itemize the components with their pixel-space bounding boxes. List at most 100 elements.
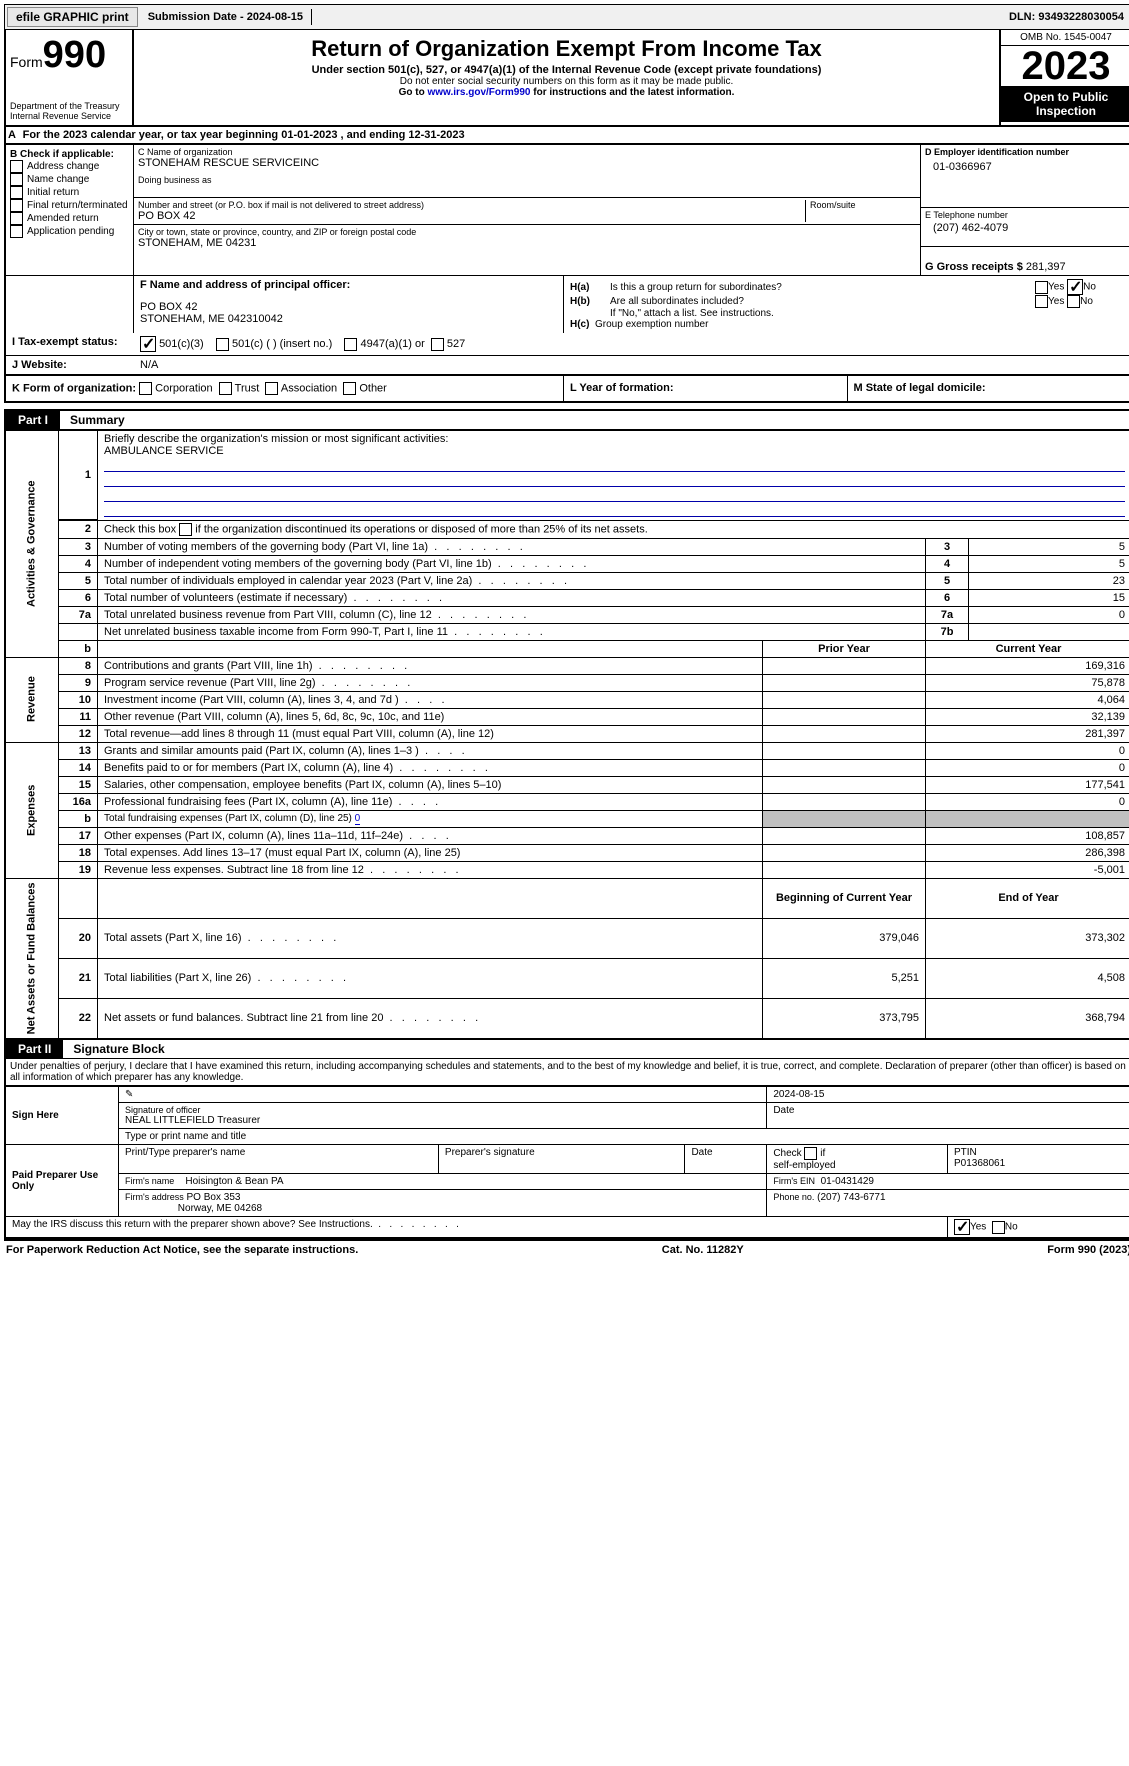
entity-block: B Check if applicable: Address change Na… xyxy=(4,145,1129,275)
cb-501c[interactable] xyxy=(216,338,229,351)
col-b: B Check if applicable: Address change Na… xyxy=(6,145,134,275)
irs-label: Internal Revenue Service xyxy=(10,111,128,121)
cb-self-employed[interactable] xyxy=(804,1147,817,1160)
cb-app-pending[interactable] xyxy=(10,225,23,238)
firm-ein-cell: Firm's EIN 01-0431429 xyxy=(767,1174,1129,1190)
subtitle-3: Go to www.irs.gov/Form990 for instructio… xyxy=(138,87,995,98)
vlabel-gov: Activities & Governance xyxy=(5,430,59,657)
footer-mid: Cat. No. 11282Y xyxy=(662,1244,744,1256)
a-text: For the 2023 calendar year, or tax year … xyxy=(23,129,465,141)
gov-row-7a: 7aTotal unrelated business revenue from … xyxy=(5,606,1129,623)
i-lbl: I Tax-exempt status: xyxy=(6,333,134,355)
title-cell: Return of Organization Exempt From Incom… xyxy=(134,30,1001,125)
cb-amended[interactable] xyxy=(10,212,23,225)
net-row-21: 21Total liabilities (Part X, line 26)5,2… xyxy=(5,958,1129,998)
subtitle-1: Under section 501(c), 527, or 4947(a)(1)… xyxy=(138,64,995,76)
cb-527[interactable] xyxy=(431,338,444,351)
net-row-20: 20Total assets (Part X, line 16)379,0463… xyxy=(5,918,1129,958)
lbl-address-change: Address change xyxy=(27,161,99,172)
i-opts: 501(c)(3) 501(c) ( ) (insert no.) 4947(a… xyxy=(134,333,1129,355)
part1-title: Summary xyxy=(60,411,135,429)
o-corp: Corporation xyxy=(155,382,212,394)
cb-name-change[interactable] xyxy=(10,173,23,186)
cb-final-return[interactable] xyxy=(10,199,23,212)
exp-row-15: 15Salaries, other compensation, employee… xyxy=(5,776,1129,793)
m-cell: M State of legal domicile: xyxy=(848,376,1129,401)
city-val: STONEHAM, ME 04231 xyxy=(138,237,916,249)
firm-name-cell: Firm's name Hoisington & Bean PA xyxy=(119,1174,767,1190)
pencil-icon xyxy=(125,1089,135,1100)
part1-tab: Part I xyxy=(6,411,60,429)
d-lbl: D Employer identification number xyxy=(925,147,1127,157)
cb-hb-yes[interactable] xyxy=(1035,295,1048,308)
col-d: D Employer identification number 01-0366… xyxy=(921,145,1129,275)
ptp-sig-lbl: Preparer's signature xyxy=(438,1145,685,1174)
o-assoc: Association xyxy=(281,382,337,394)
cb-4947[interactable] xyxy=(344,338,357,351)
f-h-row: F Name and address of principal officer:… xyxy=(4,275,1129,333)
row-j: J Website: N/A xyxy=(4,356,1129,376)
subtitle-2: Do not enter social security numbers on … xyxy=(138,76,995,87)
cb-discuss-yes[interactable] xyxy=(954,1219,970,1235)
g-lbl: G Gross receipts $ xyxy=(925,261,1023,273)
e-lbl: E Telephone number xyxy=(925,210,1127,220)
cb-other[interactable] xyxy=(343,382,356,395)
ein-val: 01-0366967 xyxy=(925,157,1127,177)
gov-row-6: 6Total number of volunteers (estimate if… xyxy=(5,589,1129,606)
hb-no: No xyxy=(1080,296,1093,307)
lbl-amended: Amended return xyxy=(27,213,99,224)
rev-row-9: 9Program service revenue (Part VIII, lin… xyxy=(5,674,1129,691)
form-number: 990 xyxy=(43,34,106,76)
section-a: A For the 2023 calendar year, or tax yea… xyxy=(4,127,1129,145)
cb-address-change[interactable] xyxy=(10,160,23,173)
q2-cell: Check this box if the organization disco… xyxy=(98,520,1129,538)
cb-discuss-no[interactable] xyxy=(992,1221,1005,1234)
cb-ha-no[interactable] xyxy=(1067,279,1083,295)
cb-assoc[interactable] xyxy=(265,382,278,395)
city-lbl: City or town, state or province, country… xyxy=(138,227,916,237)
footer: For Paperwork Reduction Act Notice, see … xyxy=(4,1239,1129,1259)
signature-block: Sign Here 2024-08-15 Signature of office… xyxy=(4,1085,1129,1239)
type-print-lbl: Type or print name and title xyxy=(119,1129,1129,1145)
summary-table: Activities & Governance 1 Briefly descri… xyxy=(4,429,1129,1040)
hdr-row: bPrior YearCurrent Year xyxy=(5,640,1129,657)
paid-preparer-lbl: Paid Preparer Use Only xyxy=(5,1145,119,1217)
exp-row-17: 17Other expenses (Part IX, column (A), l… xyxy=(5,827,1129,844)
form-title: Return of Organization Exempt From Incom… xyxy=(138,36,995,62)
ptp-name-lbl: Print/Type preparer's name xyxy=(119,1145,439,1174)
gov-row-3: 3Number of voting members of the governi… xyxy=(5,538,1129,555)
ptp-date-lbl: Date xyxy=(685,1145,767,1174)
sig-officer-lbl: Signature of officer xyxy=(125,1105,760,1115)
ha-no: No xyxy=(1083,282,1096,293)
cb-501c3[interactable] xyxy=(140,336,156,352)
cb-discontinued[interactable] xyxy=(179,523,192,536)
form990-link[interactable]: www.irs.gov/Form990 xyxy=(427,87,530,98)
discuss-yesno: Yes No xyxy=(947,1217,1129,1239)
form-header: Form990 Department of the Treasury Inter… xyxy=(4,30,1129,127)
row-i: I Tax-exempt status: 501(c)(3) 501(c) ( … xyxy=(4,333,1129,356)
gov-row-4: 4Number of independent voting members of… xyxy=(5,555,1129,572)
exp-row-18: 18Total expenses. Add lines 13–17 (must … xyxy=(5,844,1129,861)
sig-date: 2024-08-15 xyxy=(767,1086,1129,1103)
submission-date: Submission Date - 2024-08-15 xyxy=(140,9,312,25)
c-name-lbl: C Name of organization xyxy=(138,147,916,157)
exp-row-16b: bTotal fundraising expenses (Part IX, co… xyxy=(5,810,1129,827)
cb-initial-return[interactable] xyxy=(10,186,23,199)
declaration: Under penalties of perjury, I declare th… xyxy=(4,1058,1129,1085)
form-number-cell: Form990 Department of the Treasury Inter… xyxy=(6,30,134,125)
cb-corp[interactable] xyxy=(139,382,152,395)
q2-num: 2 xyxy=(59,520,98,538)
dln-label: DLN: 93493228030054 xyxy=(1001,9,1129,25)
date-lbl: Date xyxy=(767,1103,1129,1129)
street-lbl: Number and street (or P.O. box if mail i… xyxy=(138,200,801,210)
ha-yes: Yes xyxy=(1048,282,1064,293)
room-lbl: Room/suite xyxy=(810,200,916,210)
cb-hb-no[interactable] xyxy=(1067,295,1080,308)
firm-addr-cell: Firm's address PO Box 353 Norway, ME 042… xyxy=(119,1190,767,1217)
rev-row-11: 11Other revenue (Part VIII, column (A), … xyxy=(5,708,1129,725)
cb-ha-yes[interactable] xyxy=(1035,281,1048,294)
cb-trust[interactable] xyxy=(219,382,232,395)
o-501c3: 501(c)(3) xyxy=(159,338,204,350)
efile-print-button[interactable]: efile GRAPHIC print xyxy=(7,7,138,27)
net-row-22: 22Net assets or fund balances. Subtract … xyxy=(5,998,1129,1039)
